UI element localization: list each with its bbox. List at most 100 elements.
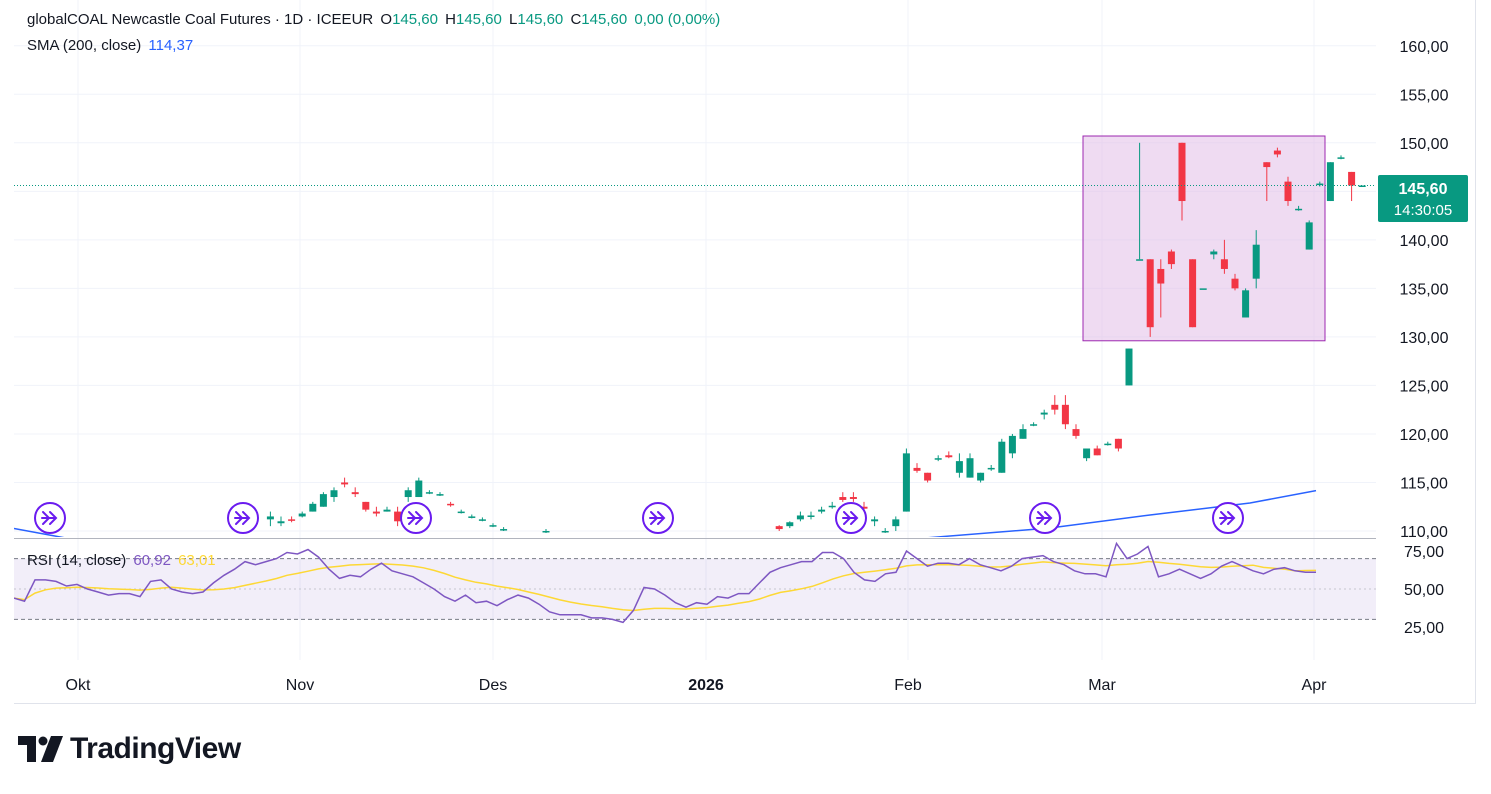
candle xyxy=(775,526,783,530)
candle xyxy=(1051,404,1059,410)
candle xyxy=(404,490,412,498)
candle xyxy=(500,529,508,531)
event-marker[interactable] xyxy=(642,502,674,534)
candle xyxy=(1136,259,1144,261)
candle xyxy=(966,458,974,478)
event-marker-icon xyxy=(649,511,666,525)
sma-legend[interactable]: SMA (200, close) 114,37 xyxy=(27,37,196,54)
price-axis: 110,00 115,00 120,00 125,00 130,00 135,00 140,… xyxy=(1400,39,1449,541)
price-tick-label: 125,00 xyxy=(1400,378,1449,395)
price-tick-label: 150,00 xyxy=(1400,136,1449,153)
candle xyxy=(902,453,910,512)
candle xyxy=(955,461,963,473)
candle xyxy=(1295,208,1303,211)
candle xyxy=(1348,171,1356,186)
candle xyxy=(351,492,359,495)
candle xyxy=(1337,157,1345,159)
candle xyxy=(447,503,455,506)
candle xyxy=(796,515,804,520)
time-tick-label: 2026 xyxy=(688,677,724,694)
candle xyxy=(913,467,921,471)
event-marker[interactable] xyxy=(1029,502,1061,534)
event-marker[interactable] xyxy=(835,502,867,534)
rsi-axis: 25,00 50,00 75,00 xyxy=(1404,544,1444,637)
price-tick-label: 135,00 xyxy=(1400,281,1449,298)
candle xyxy=(934,458,942,460)
open-value: 145,60 xyxy=(392,11,438,28)
event-marker-icon xyxy=(234,511,251,525)
event-marker[interactable] xyxy=(1212,502,1244,534)
event-marker[interactable] xyxy=(227,502,259,534)
candle xyxy=(457,511,465,514)
rsi-tick-label: 25,00 xyxy=(1404,620,1444,637)
candle xyxy=(786,522,794,527)
price-tick-label: 140,00 xyxy=(1400,233,1449,250)
sma-value: 114,37 xyxy=(148,37,194,54)
candle xyxy=(383,509,391,512)
candle xyxy=(1167,251,1175,265)
candle xyxy=(839,497,847,500)
symbol-legend[interactable]: globalCOAL Newcastle Coal Futures · 1D ·… xyxy=(27,11,723,28)
low-value: 145,60 xyxy=(517,11,564,28)
close-label: C xyxy=(570,11,582,28)
candle xyxy=(1284,181,1292,202)
candle xyxy=(372,511,380,514)
price-tick-label: 115,00 xyxy=(1400,475,1448,492)
tradingview-logo[interactable]: TradingView xyxy=(18,732,241,766)
event-marker-icon xyxy=(41,511,58,525)
event-marker[interactable] xyxy=(34,502,66,534)
time-tick-label: Feb xyxy=(894,677,922,694)
candle xyxy=(362,501,370,510)
candle xyxy=(330,490,338,498)
time-tick-label: Okt xyxy=(66,677,91,694)
low-label: L xyxy=(509,11,518,28)
candle xyxy=(1083,448,1091,459)
candle xyxy=(298,513,306,517)
candle xyxy=(288,519,296,521)
chart-canvas[interactable]: 110,00 115,00 120,00 125,00 130,00 135,00 140,… xyxy=(0,0,1491,704)
chart-frame[interactable] xyxy=(14,0,1476,704)
event-markers xyxy=(34,502,1244,534)
price-tick-label: 130,00 xyxy=(1400,330,1449,347)
rsi-tick-label: 50,00 xyxy=(1404,582,1444,599)
price-tick-label: 110,00 xyxy=(1400,524,1448,541)
event-marker-icon xyxy=(842,511,859,525)
candle xyxy=(998,441,1006,473)
candle xyxy=(415,480,423,498)
candle xyxy=(436,494,444,496)
candle xyxy=(818,509,826,512)
rsi-legend[interactable]: RSI (14, close) 60,92 63,01 xyxy=(27,552,219,569)
candle xyxy=(924,472,932,481)
event-marker[interactable] xyxy=(400,502,432,534)
rsi-pane xyxy=(14,541,1376,624)
candle xyxy=(1189,259,1197,328)
candle xyxy=(319,494,327,507)
candle xyxy=(1305,222,1313,250)
high-value: 145,60 xyxy=(455,11,502,28)
candle xyxy=(1252,244,1260,279)
candle xyxy=(1072,429,1080,436)
candle xyxy=(1326,162,1334,202)
event-marker-icon xyxy=(1036,511,1053,525)
candle xyxy=(489,525,497,527)
close-value: 145,60 xyxy=(581,11,628,28)
candle xyxy=(1316,183,1324,186)
candle xyxy=(1008,435,1016,454)
symbol-title: globalCOAL Newcastle Coal Futures · 1D ·… xyxy=(27,11,374,28)
candle xyxy=(1061,404,1069,425)
candle xyxy=(1125,348,1133,386)
candle xyxy=(1114,438,1122,449)
candle xyxy=(1263,162,1271,168)
price-pane xyxy=(14,135,1376,537)
candle xyxy=(266,516,274,520)
candle xyxy=(1231,278,1239,289)
candle xyxy=(1358,185,1366,188)
candle xyxy=(1040,412,1048,415)
price-tick-label: 160,00 xyxy=(1400,39,1449,56)
open-label: O xyxy=(380,11,393,28)
price-tick-label: 155,00 xyxy=(1400,87,1449,104)
time-axis: Okt Nov Des 2026 Feb Mar Apr xyxy=(66,677,1328,694)
candle xyxy=(828,505,836,508)
candle xyxy=(1273,150,1281,155)
candle xyxy=(1242,290,1250,318)
